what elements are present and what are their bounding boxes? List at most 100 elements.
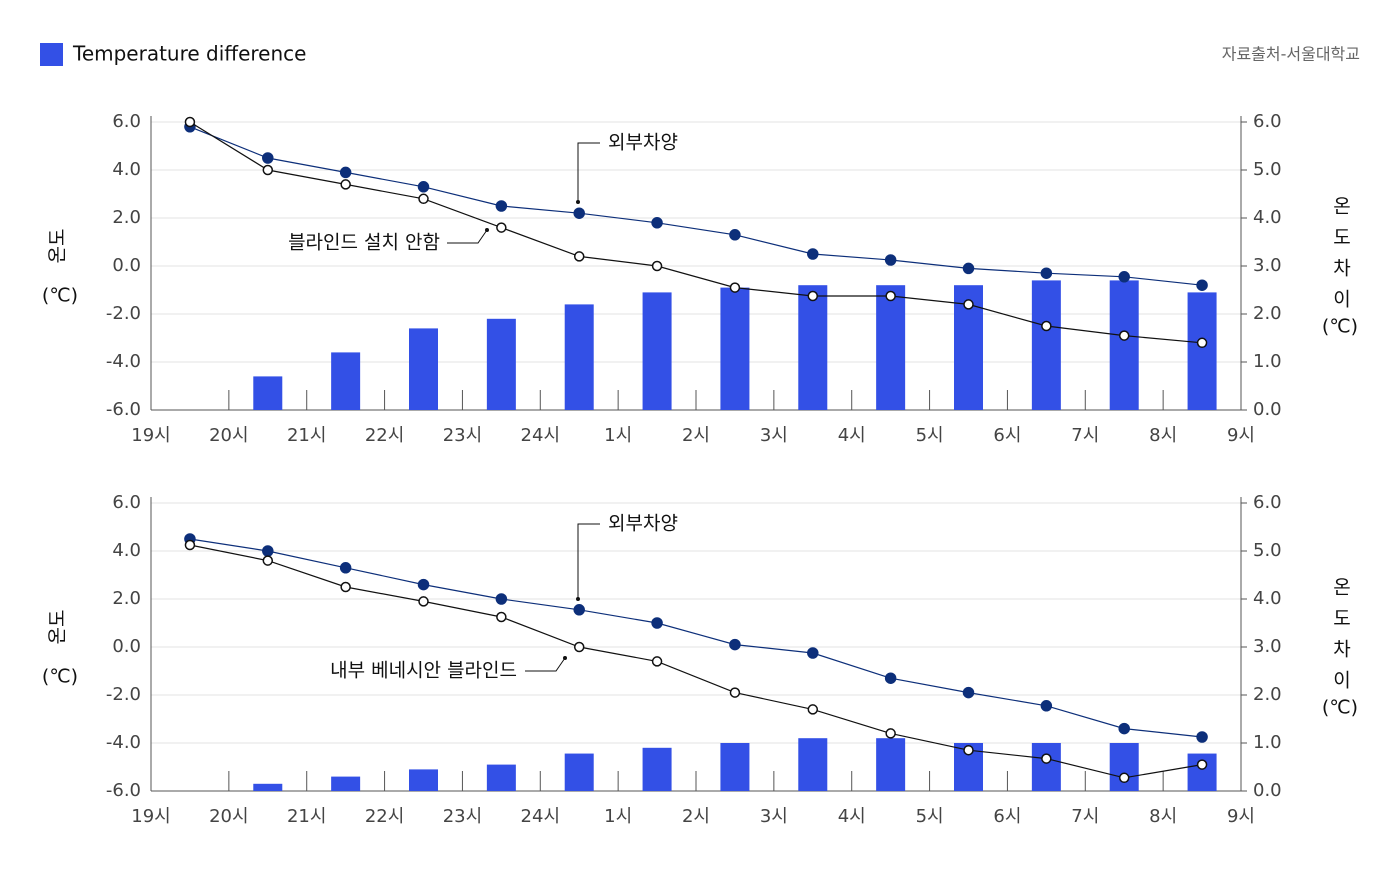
point xyxy=(262,545,274,557)
leader-dot xyxy=(485,228,489,232)
y2-tick-label: 4.0 xyxy=(1253,588,1282,609)
x-tick-label: 3시 xyxy=(760,806,788,827)
point xyxy=(184,539,196,551)
y-axis-title: 온도 xyxy=(47,229,69,264)
bar xyxy=(331,352,361,410)
point xyxy=(807,647,819,659)
x-tick-label: 7시 xyxy=(1071,425,1099,446)
line xyxy=(189,126,1203,286)
y2-tick-label: 0.0 xyxy=(1253,780,1282,801)
y-tick-label: 4.0 xyxy=(112,159,141,180)
x-tick-label: 8시 xyxy=(1149,425,1177,446)
point xyxy=(496,222,507,233)
y-tick-label: 4.0 xyxy=(112,540,141,561)
bar xyxy=(253,376,283,410)
point xyxy=(496,611,507,623)
bar xyxy=(409,769,438,791)
bar xyxy=(564,304,594,410)
point xyxy=(1196,731,1208,743)
x-tick-label: 22시 xyxy=(365,806,404,827)
x-tick-label: 24시 xyxy=(521,806,560,827)
line xyxy=(189,121,1203,344)
x-tick-label: 23시 xyxy=(443,806,482,827)
point xyxy=(417,578,430,591)
point xyxy=(1118,772,1130,784)
x-tick-label: 23시 xyxy=(443,425,482,446)
point xyxy=(1196,279,1208,291)
bar xyxy=(798,285,828,410)
point xyxy=(262,152,274,164)
line xyxy=(189,538,1203,738)
bar xyxy=(253,783,283,791)
bar xyxy=(720,287,750,410)
x-tick-label: 20시 xyxy=(209,425,248,446)
y-tick-label: -2.0 xyxy=(106,303,141,324)
x-tick-label: 2시 xyxy=(682,425,710,446)
point xyxy=(495,200,508,212)
x-tick-label: 19시 xyxy=(131,806,170,827)
bar xyxy=(564,753,594,791)
bar xyxy=(1187,292,1217,410)
point xyxy=(885,728,896,739)
point xyxy=(184,116,196,128)
point xyxy=(418,193,429,205)
point xyxy=(417,181,430,193)
x-tick-label: 5시 xyxy=(916,425,944,446)
y-tick-label: -6.0 xyxy=(106,780,141,801)
point xyxy=(729,638,741,651)
point xyxy=(885,290,896,302)
bar xyxy=(486,318,516,410)
point xyxy=(495,593,508,605)
x-tick-label: 7시 xyxy=(1071,806,1099,827)
x-tick-label: 9시 xyxy=(1227,806,1255,827)
x-tick-label: 1시 xyxy=(604,425,632,446)
bar xyxy=(876,738,906,791)
y2-tick-label: 0.0 xyxy=(1253,399,1282,420)
y-axis-title: 온도 xyxy=(47,610,69,645)
y2-axis-unit: (℃) xyxy=(1322,697,1358,719)
y-axis-unit: (℃) xyxy=(42,285,78,307)
leader-line xyxy=(577,523,600,599)
y-tick-label: -2.0 xyxy=(106,684,141,705)
y2-axis-unit: (℃) xyxy=(1322,316,1358,338)
legend-swatch xyxy=(40,43,63,66)
point xyxy=(573,641,585,653)
point xyxy=(962,262,975,275)
point xyxy=(573,251,585,262)
y2-tick-label: 2.0 xyxy=(1253,684,1282,705)
point xyxy=(573,207,585,219)
x-tick-label: 9시 xyxy=(1227,425,1255,446)
x-tick-label: 4시 xyxy=(838,806,866,827)
y2-tick-label: 5.0 xyxy=(1253,159,1282,180)
x-tick-label: 24시 xyxy=(521,425,560,446)
point xyxy=(1040,700,1053,712)
y2-tick-label: 1.0 xyxy=(1253,732,1282,753)
point xyxy=(573,604,585,616)
y2-axis-title: 온도차이 xyxy=(1330,196,1352,320)
leader-line xyxy=(577,142,600,202)
series-annotation: 외부차양 xyxy=(608,132,678,154)
y2-tick-label: 3.0 xyxy=(1253,255,1282,276)
bar xyxy=(876,285,906,410)
bar xyxy=(1031,280,1061,410)
y-tick-label: 0.0 xyxy=(112,636,141,657)
point xyxy=(1118,330,1130,341)
leader-line xyxy=(447,229,488,244)
y-tick-label: 6.0 xyxy=(112,492,141,513)
leader-dot xyxy=(576,597,580,601)
point xyxy=(262,164,274,176)
bar xyxy=(1187,753,1217,791)
x-tick-label: 22시 xyxy=(365,425,404,446)
bar xyxy=(486,764,516,791)
bar xyxy=(798,738,828,791)
point xyxy=(262,555,274,566)
x-tick-label: 4시 xyxy=(838,425,866,446)
point xyxy=(418,596,429,607)
bar xyxy=(720,743,750,791)
y-tick-label: -4.0 xyxy=(106,732,141,753)
bar xyxy=(409,328,438,410)
x-tick-label: 3시 xyxy=(760,425,788,446)
x-tick-label: 21시 xyxy=(287,425,326,446)
x-tick-label: 21시 xyxy=(287,806,326,827)
